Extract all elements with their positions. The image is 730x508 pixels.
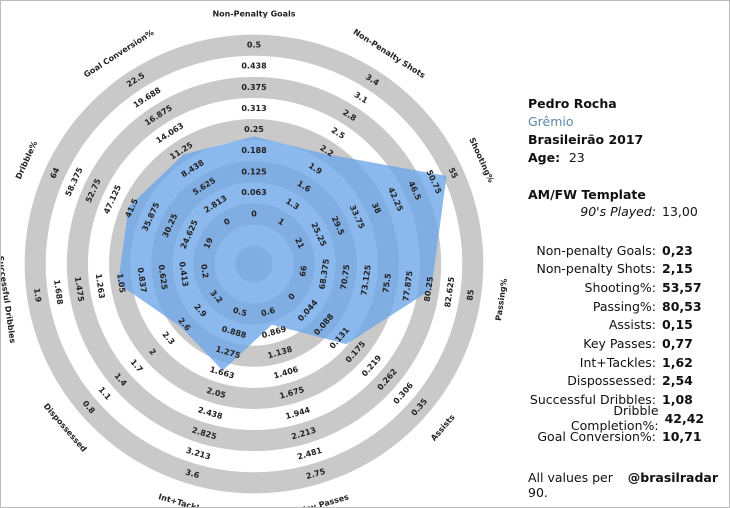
tick-label: 0.125 [241, 167, 267, 176]
tick-label: 1.05 [115, 273, 127, 294]
axis-label: Successful Dribbles [1, 255, 17, 344]
stat-value: 53,57 [662, 279, 702, 295]
axis-label: Passing% [494, 278, 509, 322]
stat-row: Successful Dribbles: 1,08 [528, 390, 718, 409]
tick-label: 2 [147, 347, 157, 357]
stat-row: Goal Conversion%: 10,71 [528, 428, 718, 447]
stat-value: 0,77 [662, 335, 693, 351]
tick-label: 75.5 [381, 272, 393, 293]
stat-row: Dispossessed: 2,54 [528, 372, 718, 391]
template: AM/FW Template [528, 187, 646, 202]
tick-label: 0.5 [232, 306, 249, 319]
tick-label: 77.875 [401, 270, 414, 302]
stat-row: Non-penalty Shots: 2,15 [528, 259, 718, 278]
player-name: Pedro Rocha [528, 96, 617, 111]
tick-label: 0.188 [241, 146, 267, 155]
footer: All values per 90. @brasilradar [528, 470, 718, 500]
stat-label: Dispossessed: [567, 373, 656, 389]
tick-label: 0 [287, 291, 298, 301]
tick-label: 55 [447, 166, 460, 180]
tick-label: 64 [49, 166, 62, 180]
stat-label: Int+Tackles: [579, 354, 656, 370]
tick-label: 0.438 [241, 62, 267, 71]
tick-label: 66 [298, 265, 309, 278]
tick-label: 0.625 [156, 264, 169, 291]
tick-label: 1 [276, 217, 286, 228]
tick-label: 0.063 [241, 188, 266, 197]
tick-label: 21 [293, 236, 306, 250]
handle: @brasilradar [627, 470, 718, 486]
tick-label: 0.375 [241, 83, 267, 92]
tick-label: 0.313 [241, 104, 266, 113]
team: Grêmio [528, 114, 574, 129]
stat-value: 2,15 [662, 261, 693, 277]
stat-value: 0,23 [662, 242, 693, 258]
tick-label: 0.5 [247, 41, 262, 50]
tick-label: 1.475 [73, 276, 86, 303]
tick-label: 80.25 [423, 276, 436, 303]
stat-value: 1,08 [662, 392, 693, 408]
stat-label: Assists: [608, 317, 656, 333]
stats: Non-penalty Goals: 0,23 Non-penalty Shots:… [528, 241, 718, 447]
stat-label: Goal Conversion%: [537, 429, 656, 445]
stat-row: Assists: 0,15 [528, 315, 718, 334]
stat-value: 1,62 [662, 354, 693, 370]
radar-chart: 0 0.063 0.125 0.188 0.25 0.313 0.375 0.438 0.5 No… [1, 10, 509, 508]
axis-label: Dribble% [14, 140, 39, 181]
data-area [118, 136, 447, 371]
axis-label: Non-Penalty Goals [212, 10, 295, 19]
tick-label: 19 [202, 236, 215, 250]
stat-value: 0,15 [662, 317, 693, 333]
stat-label: Shooting%: [584, 279, 656, 295]
tick-label: 1.263 [94, 273, 107, 299]
tick-label: 1.688 [52, 279, 65, 306]
stat-row: Shooting%: 53,57 [528, 278, 718, 297]
tick-label: 0 [222, 216, 232, 227]
tick-label: 82.625 [443, 276, 456, 308]
stat-label: Key Passes: [583, 335, 656, 351]
stat-value: 2,54 [662, 373, 693, 389]
age: Age: 23 [528, 150, 718, 165]
stat-label: Dribble Completion%: [570, 403, 659, 434]
stat-row: Non-penalty Goals: 0,23 [528, 241, 718, 260]
stat-label: Passing%: [592, 298, 656, 314]
axis-label: Key Passes [299, 492, 350, 507]
tick-label: 73.125 [359, 264, 372, 296]
axis-label: Int+Tackles [157, 492, 210, 507]
tick-label: 0 [251, 210, 257, 219]
stat-row: Dribble Completion%: 42,42 [528, 403, 718, 433]
tick-label: 0.2 [199, 263, 210, 278]
sidebar: Pedro Rocha Grêmio Brasileirão 2017 Age:… [528, 96, 718, 500]
tick-label: 0.413 [177, 261, 190, 287]
stat-label: Non-penalty Goals: [536, 242, 656, 258]
played-label: 90's Played: [580, 203, 656, 219]
stat-value: 42,42 [664, 410, 705, 426]
tick-label: 70.75 [339, 264, 352, 291]
age-label: Age: [528, 150, 561, 165]
tick-label: 38 [370, 201, 383, 215]
tick-label: 0.6 [260, 306, 277, 319]
tick-label: 3.6 [184, 468, 201, 481]
stat-row: Passing%: 80,53 [528, 297, 718, 316]
axis-label: Shooting% [467, 136, 495, 184]
tick-label: 1.9 [32, 287, 43, 303]
stat-label: Non-penalty Shots: [536, 261, 656, 277]
tick-label: 0.837 [136, 267, 149, 293]
stat-label: Successful Dribbles: [529, 392, 656, 408]
footer-note: All values per 90. [528, 470, 613, 501]
tick-label: 85 [465, 289, 476, 302]
played-value: 13,00 [662, 203, 698, 219]
league: Brasileirão 2017 [528, 132, 644, 147]
stat-row: Int+Tackles: 1,62 [528, 353, 718, 372]
tick-label: 68.375 [318, 258, 331, 290]
age-value: 23 [568, 150, 585, 165]
stat-value: 80,53 [662, 298, 702, 314]
tick-label: 0.25 [244, 125, 264, 134]
stat-row: Key Passes: 0,77 [528, 334, 718, 353]
played-row: 90's Played: 13,00 [528, 202, 718, 221]
stat-value: 10,71 [662, 429, 702, 445]
axis-label: Assists [429, 413, 457, 443]
